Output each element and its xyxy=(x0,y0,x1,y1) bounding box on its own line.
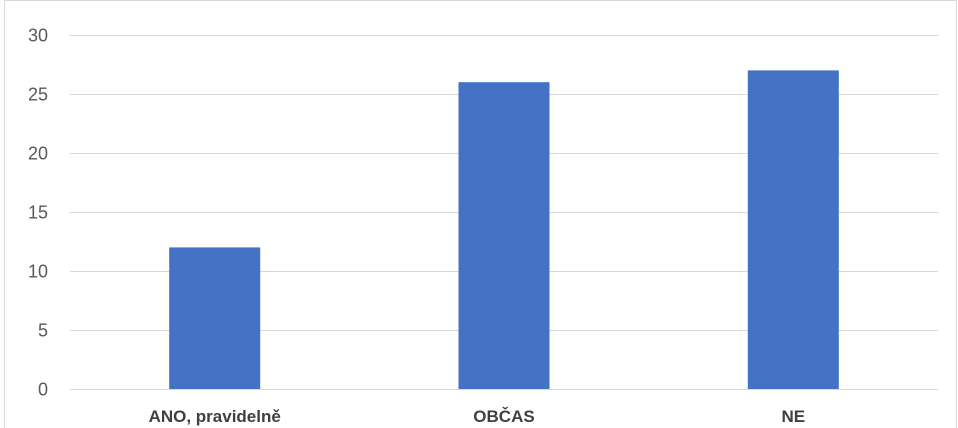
bar-3 xyxy=(747,70,839,390)
category-label: NE xyxy=(781,407,805,426)
y-tick-label: 15 xyxy=(28,203,48,223)
category-label: OBČAS xyxy=(473,407,534,426)
y-tick-label: 20 xyxy=(28,144,48,164)
y-tick-label: 30 xyxy=(28,26,48,46)
y-axis-tick-labels: 0 5 10 15 20 25 30 xyxy=(28,26,48,400)
bar-1 xyxy=(169,247,261,389)
x-axis-category-labels: ANO, pravidelně OBČAS NE xyxy=(149,407,806,426)
y-tick-label: 5 xyxy=(38,321,48,341)
y-tick-label: 0 xyxy=(38,380,48,400)
category-label: ANO, pravidelně xyxy=(149,407,281,426)
y-tick-label: 25 xyxy=(28,85,48,105)
bars xyxy=(169,70,839,390)
bar-2 xyxy=(458,82,550,389)
y-tick-label: 10 xyxy=(28,262,48,282)
